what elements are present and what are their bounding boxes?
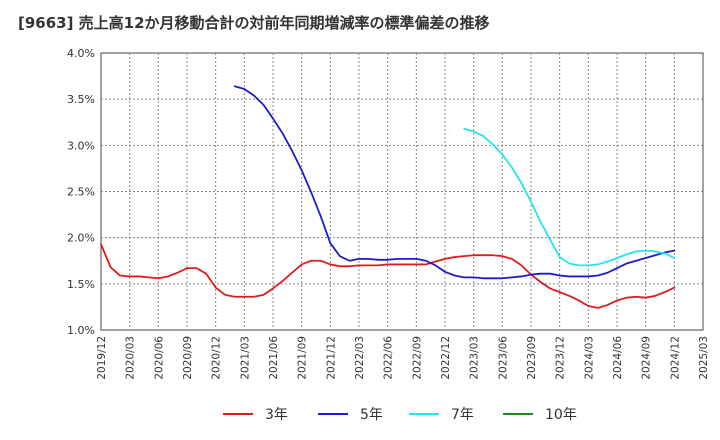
x-tick-label: 2023/12 bbox=[555, 336, 567, 380]
x-tick-label: 2020/09 bbox=[182, 336, 194, 380]
x-tick-label: 2024/09 bbox=[641, 336, 653, 380]
legend-label-1: 5年 bbox=[360, 407, 383, 423]
x-tick-label: 2022/03 bbox=[354, 336, 366, 380]
y-tick-label: 2.0% bbox=[67, 232, 95, 245]
y-tick-label: 1.0% bbox=[67, 324, 95, 337]
x-tick-label: 2020/06 bbox=[153, 336, 165, 380]
x-tick-label: 2022/06 bbox=[383, 336, 395, 380]
x-tick-label: 2020/12 bbox=[211, 336, 223, 380]
x-tick-label: 2024/03 bbox=[583, 336, 595, 380]
x-tick-label: 2021/06 bbox=[268, 336, 280, 380]
x-tick-label: 2025/03 bbox=[698, 336, 710, 380]
y-tick-label: 2.5% bbox=[67, 186, 95, 199]
x-tick-label: 2022/09 bbox=[411, 336, 423, 380]
x-tick-label: 2019/12 bbox=[96, 336, 108, 380]
legend-label-0: 3年 bbox=[265, 407, 288, 423]
legend-label-3: 10年 bbox=[545, 407, 577, 423]
series-line-2 bbox=[463, 127, 676, 267]
y-tick-label: 4.0% bbox=[67, 47, 95, 60]
x-tick-label: 2021/09 bbox=[297, 336, 309, 380]
x-tick-label: 2021/12 bbox=[325, 336, 337, 380]
x-tick-label: 2021/03 bbox=[239, 336, 251, 380]
y-tick-label: 1.5% bbox=[67, 278, 95, 291]
x-tick-label: 2022/12 bbox=[440, 336, 452, 380]
x-tick-label: 2023/06 bbox=[497, 336, 509, 380]
x-tick-label: 2020/03 bbox=[125, 336, 137, 380]
x-tick-label: 2023/09 bbox=[526, 336, 538, 380]
series-line-1 bbox=[233, 85, 676, 280]
y-tick-label: 3.5% bbox=[67, 93, 95, 106]
x-tick-label: 2024/12 bbox=[669, 336, 681, 380]
y-tick-label: 3.0% bbox=[67, 139, 95, 152]
chart-title: [9663] 売上高12か月移動合計の対前年同期増減率の標準偏差の推移 bbox=[18, 14, 490, 32]
x-tick-label: 2024/06 bbox=[612, 336, 624, 380]
x-tick-label: 2023/03 bbox=[469, 336, 481, 380]
series-line-0 bbox=[100, 243, 676, 309]
legend-label-2: 7年 bbox=[451, 407, 474, 423]
